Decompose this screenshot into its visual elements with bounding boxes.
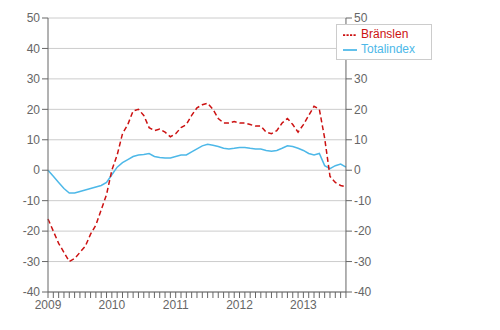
svg-text:0: 0 (354, 163, 361, 177)
svg-text:30: 30 (27, 72, 41, 86)
svg-text:-40: -40 (23, 285, 41, 299)
svg-text:50: 50 (354, 11, 368, 25)
svg-text:-20: -20 (23, 224, 41, 238)
svg-text:20: 20 (354, 103, 368, 117)
svg-text:-30: -30 (23, 255, 41, 269)
svg-text:10: 10 (354, 133, 368, 147)
svg-text:-20: -20 (354, 224, 372, 238)
svg-text:10: 10 (27, 133, 41, 147)
svg-text:-30: -30 (354, 255, 372, 269)
svg-text:2012: 2012 (226, 298, 253, 312)
svg-text:-10: -10 (23, 194, 41, 208)
svg-text:2011: 2011 (163, 298, 189, 312)
svg-text:-40: -40 (354, 285, 372, 299)
svg-text:40: 40 (27, 42, 41, 56)
svg-text:-10: -10 (354, 194, 372, 208)
svg-text:40: 40 (354, 42, 368, 56)
svg-text:20: 20 (27, 103, 41, 117)
svg-text:2013: 2013 (290, 298, 317, 312)
svg-text:50: 50 (27, 11, 41, 25)
svg-text:30: 30 (354, 72, 368, 86)
svg-text:0: 0 (33, 163, 40, 177)
svg-text:2009: 2009 (35, 298, 62, 312)
svg-text:2010: 2010 (98, 298, 125, 312)
